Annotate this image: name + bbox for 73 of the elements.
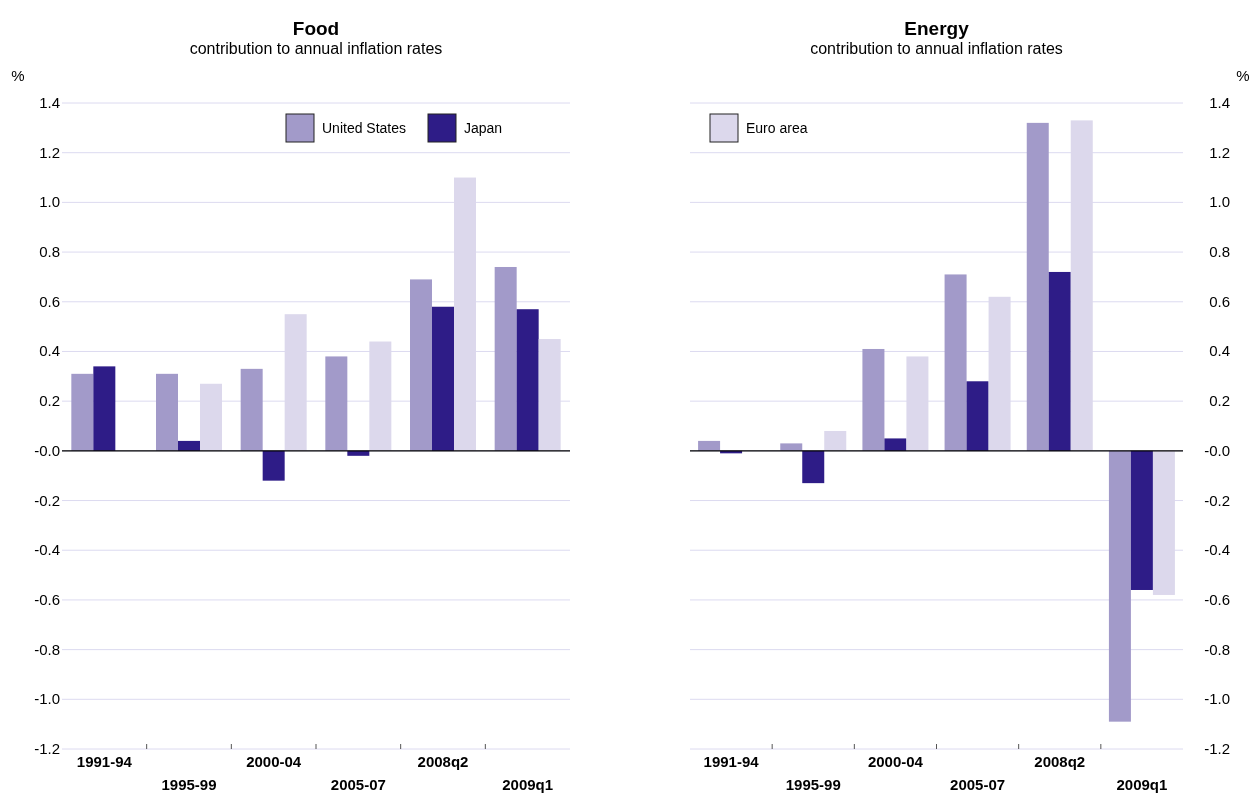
y2-tick-label: 1.0 bbox=[1209, 193, 1230, 211]
y-tick-label: 0.4 bbox=[39, 342, 60, 360]
bar bbox=[1108, 450, 1131, 722]
x-tick-label: 1991-94 bbox=[76, 753, 133, 770]
y-axis-title: % bbox=[11, 67, 25, 84]
bar bbox=[966, 381, 989, 451]
x-tick-label: 2009q1 bbox=[1116, 776, 1168, 793]
x-tick-label: 2009q1 bbox=[502, 776, 554, 793]
chart-title: Energy bbox=[904, 18, 970, 39]
y-tick-label: -0.4 bbox=[34, 541, 60, 559]
bar bbox=[1026, 122, 1049, 451]
x-tick-label: 2000-04 bbox=[246, 753, 302, 770]
bar bbox=[516, 309, 539, 451]
y-tick-label: -1.2 bbox=[34, 740, 60, 757]
chart-title: Food bbox=[292, 18, 340, 39]
bar bbox=[1130, 450, 1153, 590]
bar bbox=[824, 430, 847, 451]
legend-label: United States bbox=[322, 120, 407, 136]
bar bbox=[178, 440, 200, 451]
bar bbox=[780, 443, 803, 451]
y2-tick-label: -0.4 bbox=[1204, 541, 1230, 559]
bar bbox=[347, 450, 370, 456]
x-tick-label: 1995-99 bbox=[161, 776, 217, 793]
y2-tick-label: 1.2 bbox=[1209, 143, 1230, 161]
x-tick-label: 2005-07 bbox=[330, 776, 386, 793]
y2-tick-label: -0.8 bbox=[1204, 640, 1230, 658]
bar bbox=[698, 440, 721, 451]
y-tick-label: 1.4 bbox=[39, 94, 60, 111]
bar bbox=[802, 450, 825, 484]
x-tick-label: 1991-94 bbox=[703, 753, 760, 770]
bar bbox=[93, 366, 116, 451]
y2-tick-label: -1.0 bbox=[1204, 690, 1230, 708]
y2-tick-label: 0.4 bbox=[1209, 342, 1230, 360]
legend-label: Japan bbox=[464, 120, 503, 136]
y2-tick-label: 0.8 bbox=[1209, 243, 1230, 261]
y2-tick-label: -0.2 bbox=[1204, 491, 1230, 509]
bar bbox=[1048, 271, 1071, 451]
y-tick-label: -0.2 bbox=[34, 491, 60, 509]
y-tick-label: 0.8 bbox=[39, 243, 60, 261]
y2-tick-label: 0.2 bbox=[1209, 392, 1230, 410]
chart-subtitle: contribution to annual inflation rates bbox=[810, 40, 1063, 57]
legend-label: Euro area bbox=[746, 120, 808, 136]
y-tick-label: 1.0 bbox=[39, 193, 60, 211]
bar bbox=[884, 438, 907, 451]
bar bbox=[71, 373, 94, 451]
bar bbox=[862, 348, 885, 451]
y2-tick-label: 1.4 bbox=[1209, 94, 1230, 111]
y-tick-label: -0.6 bbox=[34, 590, 60, 608]
y-tick-label: 0.2 bbox=[39, 392, 60, 410]
bar bbox=[156, 373, 178, 451]
bar bbox=[240, 368, 263, 451]
bar bbox=[325, 356, 348, 451]
bar bbox=[262, 450, 285, 481]
y2-axis-title: % bbox=[1236, 67, 1250, 84]
bar bbox=[494, 266, 517, 451]
x-tick-label: 2008q2 bbox=[417, 753, 469, 770]
y-tick-label: 1.2 bbox=[39, 143, 60, 161]
y-tick-label: -1.0 bbox=[34, 690, 60, 708]
x-tick-label: 1995-99 bbox=[785, 776, 841, 793]
chart-subtitle: contribution to annual inflation rates bbox=[189, 40, 443, 57]
bar bbox=[410, 279, 432, 451]
bar bbox=[432, 306, 454, 451]
y-tick-label: -0.8 bbox=[34, 640, 60, 658]
y2-tick-label: -0.6 bbox=[1204, 590, 1230, 608]
y2-tick-label: -1.2 bbox=[1204, 740, 1230, 757]
x-tick-label: 2008q2 bbox=[1034, 753, 1086, 770]
y-tick-label: 0.6 bbox=[39, 292, 60, 310]
y-tick-label: -0.0 bbox=[34, 441, 60, 459]
x-tick-label: 2000-04 bbox=[867, 753, 924, 770]
y2-tick-label: -0.0 bbox=[1204, 441, 1230, 459]
y2-tick-label: 0.6 bbox=[1209, 292, 1230, 310]
bar bbox=[944, 274, 967, 451]
x-tick-label: 2005-07 bbox=[950, 776, 1006, 793]
